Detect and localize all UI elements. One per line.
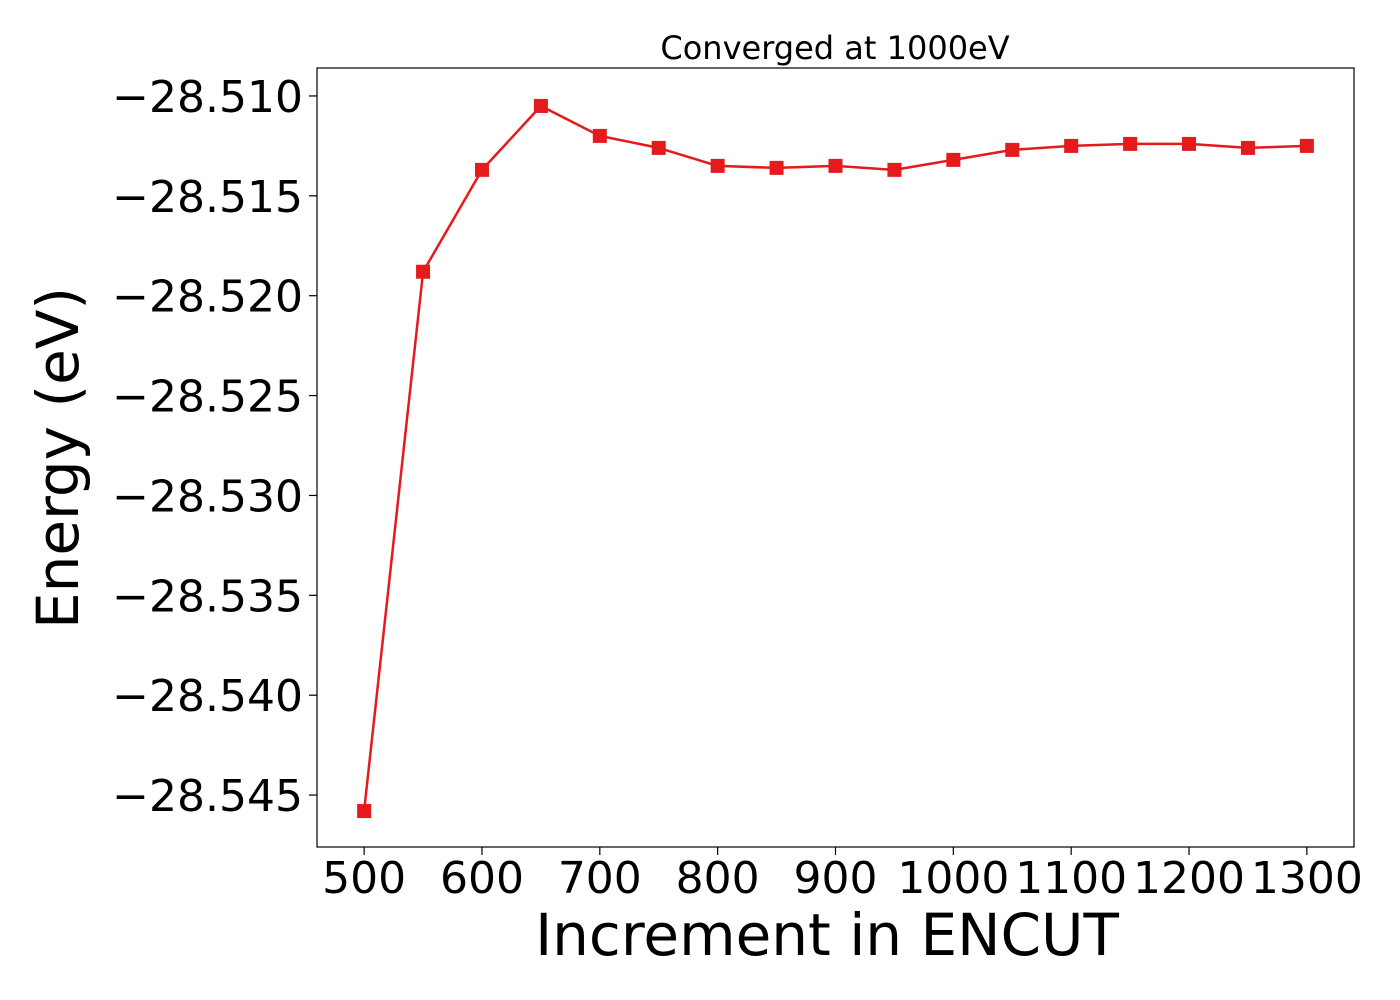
x-tick-label: 800 — [676, 853, 760, 904]
data-point-marker — [533, 98, 548, 113]
data-point-marker — [592, 128, 607, 143]
data-point-marker — [416, 264, 431, 279]
x-tick-label: 500 — [322, 853, 406, 904]
data-point-marker — [887, 162, 902, 177]
y-tick-label: −28.540 — [112, 671, 303, 722]
y-tick-label: −28.535 — [112, 571, 303, 622]
data-point-marker — [710, 158, 725, 173]
y-tick-label: −28.545 — [112, 771, 303, 822]
data-point-marker — [828, 158, 843, 173]
x-tick-label: 700 — [558, 853, 642, 904]
x-tick-label: 600 — [440, 853, 524, 904]
data-point-marker — [946, 152, 961, 167]
x-tick-label: 1300 — [1251, 853, 1363, 904]
y-tick-label: −28.510 — [112, 72, 303, 123]
data-point-marker — [1182, 136, 1197, 151]
data-point-marker — [1299, 138, 1314, 153]
data-point-marker — [357, 804, 372, 819]
chart-title: Converged at 1000eV — [660, 29, 1009, 67]
x-tick-label: 900 — [794, 853, 878, 904]
data-point-marker — [474, 162, 489, 177]
y-axis-title: Energy (eV) — [24, 287, 92, 629]
y-tick-label: −28.525 — [112, 372, 303, 423]
x-tick-label: 1100 — [1015, 853, 1127, 904]
x-axis-title: Increment in ENCUT — [535, 901, 1119, 969]
data-point-marker — [1240, 140, 1255, 155]
data-point-marker — [1064, 138, 1079, 153]
x-tick-label: 1000 — [897, 853, 1009, 904]
y-tick-label: −28.530 — [112, 471, 303, 522]
data-point-marker — [1005, 142, 1020, 157]
y-tick-label: −28.515 — [112, 172, 303, 223]
data-point-marker — [651, 140, 666, 155]
series-line — [362, 104, 1307, 812]
x-axis-ticks: 500 600 700 800 900 1000 1100 1200 1300 — [322, 847, 1363, 904]
data-point-marker — [769, 160, 784, 175]
series-layer — [357, 98, 1314, 819]
y-tick-label: −28.520 — [112, 272, 303, 323]
y-axis-ticks: −28.510 −28.515 −28.520 −28.525 −28.530 −28.5… — [112, 72, 317, 822]
data-point-marker — [1123, 136, 1138, 151]
x-tick-label: 1200 — [1133, 853, 1245, 904]
